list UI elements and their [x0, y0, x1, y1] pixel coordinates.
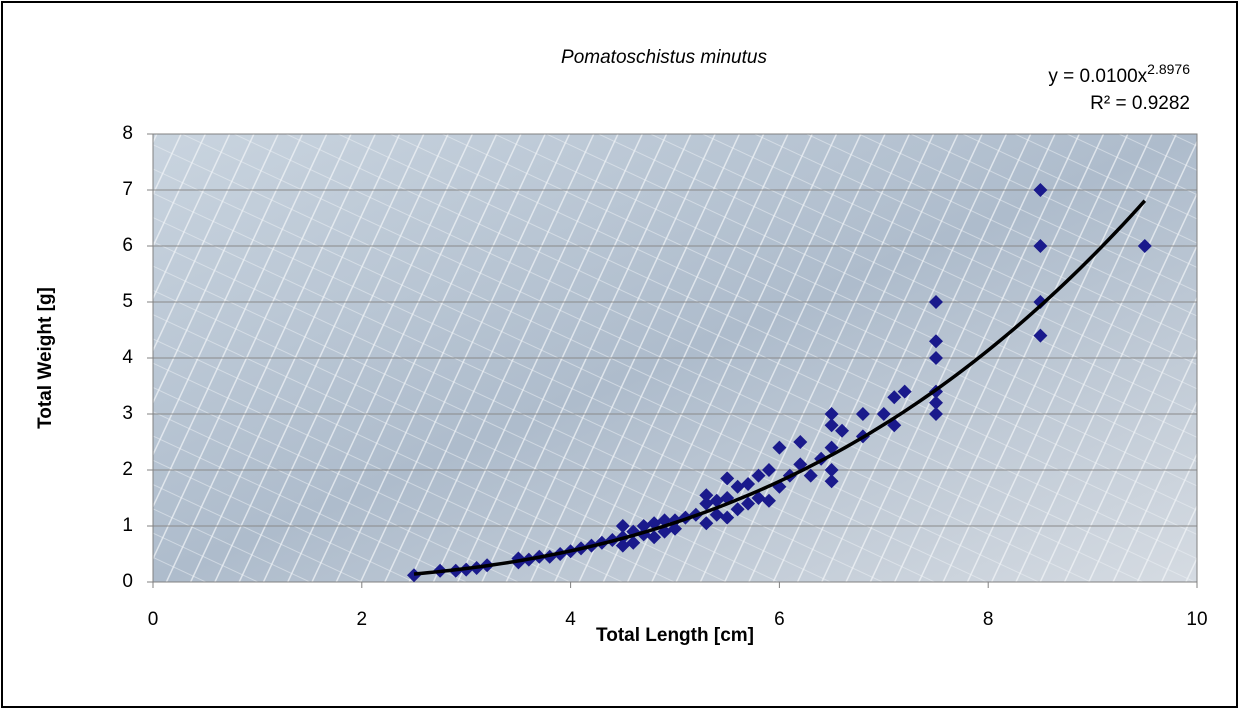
point — [824, 474, 839, 489]
y-tick-label: 6 — [122, 235, 133, 256]
point — [615, 538, 630, 553]
point — [929, 351, 943, 365]
point — [929, 395, 943, 410]
point — [803, 468, 818, 483]
point — [1033, 239, 1048, 253]
y-tick-label: 3 — [122, 403, 133, 424]
point — [824, 440, 839, 455]
x-tick-label: 4 — [565, 609, 576, 630]
point — [887, 390, 902, 405]
point — [741, 477, 756, 491]
point — [709, 507, 724, 522]
point — [761, 493, 776, 508]
y-axis-title: Total Weight [g] — [35, 287, 56, 429]
point — [699, 516, 714, 531]
point — [929, 295, 943, 309]
point — [855, 407, 870, 421]
chart-title: Pomatoschistus minutus — [561, 47, 767, 68]
point — [793, 435, 808, 449]
point — [730, 502, 745, 517]
point — [699, 488, 714, 503]
y-tick-label: 0 — [122, 571, 133, 592]
point — [730, 479, 745, 494]
y-tick-label: 2 — [122, 459, 133, 480]
equation: y = 0.0100x — [1048, 66, 1147, 87]
trendline-equation: y = 0.0100x2.8976 — [1048, 61, 1190, 87]
point — [1033, 328, 1048, 343]
point — [1033, 295, 1048, 309]
point — [897, 384, 912, 399]
x-tick-label: 2 — [357, 609, 368, 630]
plot-border — [152, 133, 1198, 583]
point — [876, 407, 891, 421]
point — [699, 496, 714, 511]
trendline — [413, 199, 1147, 576]
y-tick-label: 4 — [122, 347, 133, 368]
point — [824, 407, 839, 421]
point — [761, 463, 776, 477]
point — [835, 423, 850, 438]
point — [709, 493, 724, 508]
point — [720, 510, 735, 525]
r-squared: R² = 0.9282 — [1090, 93, 1190, 114]
point — [824, 463, 839, 477]
point — [824, 418, 839, 433]
x-tick-label: 6 — [774, 609, 785, 630]
x-tick-label: 0 — [148, 609, 159, 630]
exponent: 2.8976 — [1147, 61, 1190, 77]
y-tick-label: 8 — [122, 123, 133, 144]
point — [929, 334, 943, 349]
point — [647, 530, 662, 545]
point — [626, 535, 641, 550]
y-tick-label: 1 — [122, 515, 133, 536]
y-tick-label: 5 — [122, 291, 133, 312]
point — [1033, 183, 1048, 197]
point — [751, 491, 766, 505]
point — [407, 568, 421, 583]
point — [720, 471, 735, 486]
point — [772, 440, 787, 455]
point — [741, 496, 756, 511]
x-tick-label: 10 — [1186, 609, 1207, 630]
x-axis-title: Total Length [cm] — [596, 625, 754, 646]
point — [1137, 239, 1152, 253]
point — [929, 407, 943, 421]
point — [751, 468, 766, 483]
point — [636, 519, 651, 533]
point — [615, 519, 630, 533]
x-tick-label: 8 — [983, 609, 994, 630]
y-tick-label: 7 — [122, 179, 133, 200]
